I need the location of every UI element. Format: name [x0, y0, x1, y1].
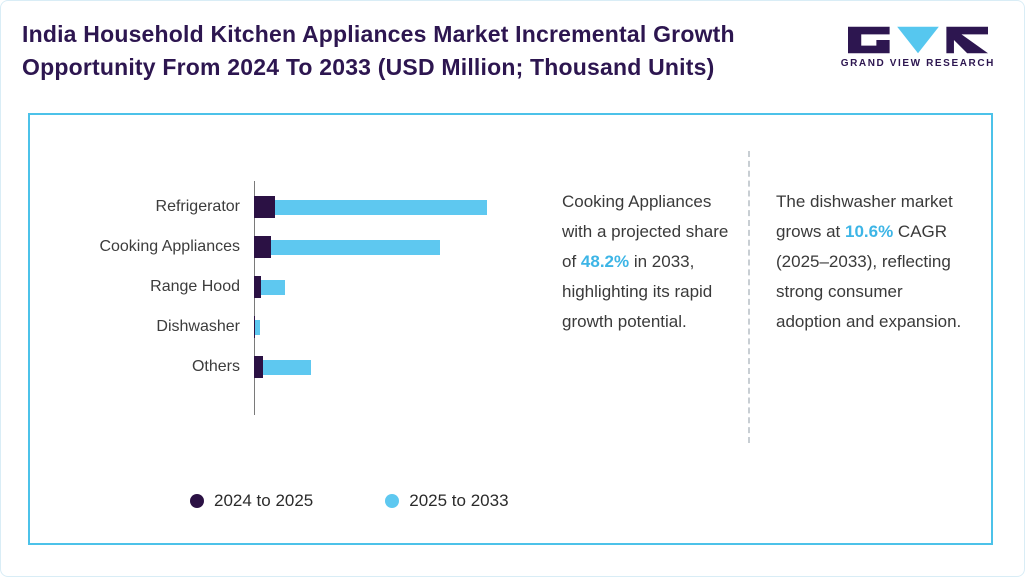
logo-text: GRAND VIEW RESEARCH [840, 58, 995, 69]
page-title-line1: India Household Kitchen Appliances Marke… [22, 21, 735, 47]
bar-segment-series-2025-2033 [261, 279, 285, 295]
legend-dot-icon [190, 494, 204, 508]
page-title: India Household Kitchen Appliances Marke… [22, 18, 735, 83]
bar-segment-series-2024-2025 [254, 316, 255, 338]
page-title-line2: Opportunity From 2024 To 2033 (USD Milli… [22, 53, 715, 80]
header: India Household Kitchen Appliances Marke… [22, 18, 1003, 83]
gvr-logo-icon [847, 26, 988, 54]
bar-segment-series-2025-2033 [275, 199, 487, 215]
category-label: Refrigerator [155, 198, 240, 215]
insight-text-after: CAGR (2025–2033), reflecting strong cons… [776, 222, 962, 331]
insight-text-after: in 2033, highlighting its rapid growth p… [562, 252, 713, 331]
dashed-divider [748, 151, 750, 443]
legend-item-2025-to-2033: 2025 to 2033 [385, 491, 509, 511]
bar-segment-series-2024-2025 [254, 356, 263, 378]
insight-cooking-appliances: Cooking Appliances with a projected shar… [562, 187, 734, 337]
bar-segment-series-2025-2033 [263, 359, 311, 375]
bar-segment-series-2024-2025 [254, 276, 261, 298]
chart-row: Dishwasher [50, 307, 487, 347]
chart-row: Range Hood [50, 267, 487, 307]
insight-dishwasher: The dishwasher market grows at 10.6% CAG… [776, 187, 964, 337]
legend-label: 2024 to 2025 [214, 491, 314, 510]
bar-segment-series-2024-2025 [254, 196, 275, 218]
chart-panel: Refrigerator Cooking Appliances Range Hood… [28, 113, 993, 545]
bar-chart: Refrigerator Cooking Appliances Range Hood… [50, 187, 487, 387]
legend-dot-icon [385, 494, 400, 508]
highlight-share-value: 48.2% [580, 252, 630, 271]
category-label: Cooking Appliances [99, 238, 240, 255]
category-label: Range Hood [150, 278, 240, 295]
bar-track [254, 194, 487, 220]
bar-track [254, 354, 311, 380]
bar-track [254, 234, 440, 260]
chart-row: Cooking Appliances [50, 227, 487, 267]
bar-segment-series-2024-2025 [254, 236, 271, 258]
chart-row: Others [50, 347, 487, 387]
grand-view-research-logo: GRAND VIEW RESEARCH [841, 26, 995, 69]
highlight-cagr-value: 10.6% [844, 222, 894, 241]
chart-axis-line [254, 181, 255, 415]
bar-segment-series-2025-2033 [271, 239, 440, 255]
legend-item-2024-to-2025: 2024 to 2025 [190, 491, 313, 511]
chart-row: Refrigerator [50, 187, 487, 227]
insight-text-before: Cooking Appliances with a projected shar… [562, 192, 729, 271]
bar-segment-series-2025-2033 [255, 319, 260, 335]
insight-text-before: The dishwasher market grows at [776, 192, 953, 241]
category-label: Dishwasher [156, 318, 240, 335]
chart-legend: 2024 to 2025 2025 to 2033 [190, 491, 509, 511]
category-label: Others [191, 358, 240, 375]
legend-label: 2025 to 2033 [409, 491, 509, 510]
bar-track [254, 274, 285, 300]
bar-track [254, 314, 260, 340]
